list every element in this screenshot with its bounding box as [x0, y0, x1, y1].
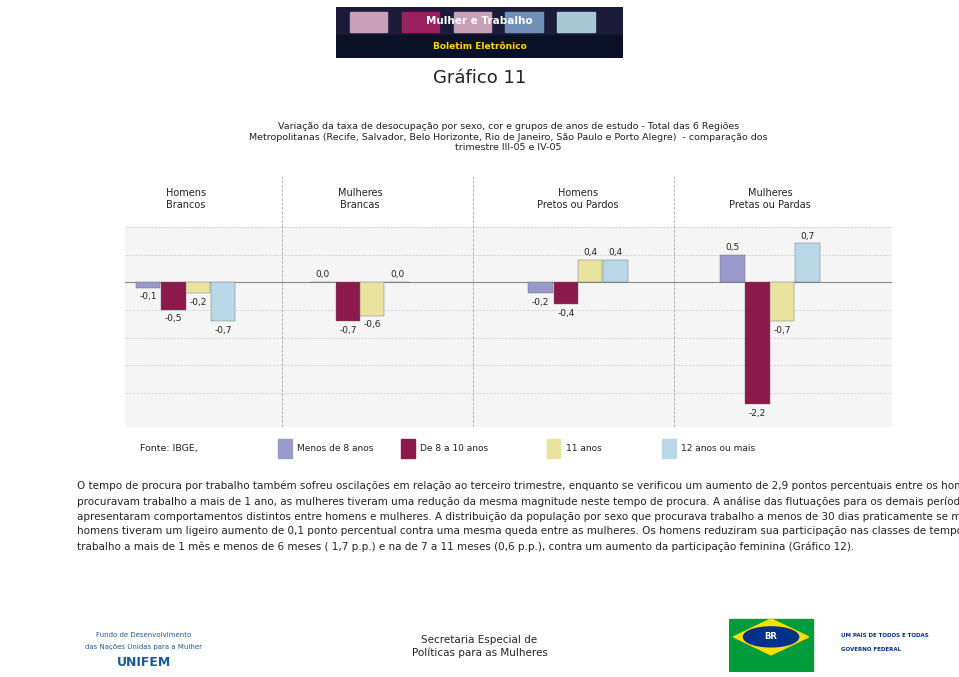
- Bar: [336, 35, 623, 58]
- Text: Secretaria Especial de
Políticas para as Mulheres: Secretaria Especial de Políticas para as…: [411, 636, 548, 657]
- Bar: [278, 439, 292, 458]
- Text: das Nações Unidas para a Mulher: das Nações Unidas para a Mulher: [85, 645, 202, 651]
- Bar: [360, 282, 385, 315]
- Text: BR: BR: [764, 632, 778, 641]
- Text: 11 anos: 11 anos: [566, 444, 601, 453]
- Text: Fonte: IBGE,: Fonte: IBGE,: [140, 444, 198, 453]
- Bar: [770, 282, 794, 321]
- Text: Mulheres
Pretas ou Pardas: Mulheres Pretas ou Pardas: [729, 188, 810, 210]
- Text: O tempo de procura por trabalho também sofreu oscilações em relação ao terceiro : O tempo de procura por trabalho também s…: [77, 481, 959, 552]
- Circle shape: [743, 627, 799, 647]
- Text: 0,0: 0,0: [316, 271, 330, 280]
- Text: -0,7: -0,7: [339, 326, 357, 334]
- Text: -0,1: -0,1: [139, 292, 157, 301]
- Text: Fundo de Desenvolvimento: Fundo de Desenvolvimento: [96, 632, 192, 638]
- Bar: [603, 260, 628, 282]
- Text: -0,7: -0,7: [773, 326, 791, 334]
- Text: 0,0: 0,0: [390, 271, 405, 280]
- Bar: [350, 12, 387, 32]
- Text: -0,2: -0,2: [532, 298, 550, 307]
- Bar: [720, 255, 744, 282]
- Text: UNIFEM: UNIFEM: [117, 656, 171, 669]
- Bar: [186, 282, 210, 293]
- Text: -0,6: -0,6: [363, 320, 381, 329]
- Bar: [528, 282, 552, 293]
- Bar: [547, 439, 560, 458]
- Bar: [662, 439, 675, 458]
- Bar: [729, 619, 813, 655]
- Text: -2,2: -2,2: [749, 409, 766, 418]
- Text: UM PAÍS DE TODOS E TODAS: UM PAÍS DE TODOS E TODAS: [841, 633, 928, 638]
- Text: Variação da taxa de desocupação por sexo, cor e grupos de anos de estudo - Total: Variação da taxa de desocupação por sexo…: [249, 122, 767, 152]
- Bar: [336, 282, 360, 321]
- Bar: [336, 7, 623, 35]
- Bar: [505, 12, 543, 32]
- Text: GOVERNO FEDERAL: GOVERNO FEDERAL: [841, 647, 901, 652]
- Bar: [402, 12, 439, 32]
- Bar: [211, 282, 235, 321]
- Text: 0,5: 0,5: [725, 243, 739, 252]
- Bar: [136, 282, 160, 288]
- Bar: [161, 282, 186, 310]
- Bar: [401, 439, 414, 458]
- Text: -0,5: -0,5: [165, 314, 182, 324]
- Text: -0,7: -0,7: [215, 326, 232, 334]
- Text: Menos de 8 anos: Menos de 8 anos: [297, 444, 374, 453]
- Text: Homens
Pretos ou Pardos: Homens Pretos ou Pardos: [537, 188, 619, 210]
- Text: 0,4: 0,4: [583, 248, 597, 257]
- Bar: [578, 260, 602, 282]
- Text: -0,2: -0,2: [189, 298, 206, 307]
- Bar: [557, 12, 595, 32]
- Bar: [745, 282, 770, 404]
- Bar: [729, 655, 813, 672]
- Bar: [795, 244, 820, 282]
- Text: -0,4: -0,4: [557, 309, 574, 318]
- Text: Mulher e Trabalho: Mulher e Trabalho: [426, 16, 533, 26]
- Text: Homens
Brancos: Homens Brancos: [166, 188, 206, 210]
- Text: De 8 a 10 anos: De 8 a 10 anos: [420, 444, 488, 453]
- Text: 12 anos ou mais: 12 anos ou mais: [681, 444, 755, 453]
- Text: Boletim Eletrônico: Boletim Eletrônico: [433, 42, 526, 51]
- Text: Gráfico 11: Gráfico 11: [433, 69, 526, 87]
- Bar: [553, 282, 578, 305]
- Bar: [454, 12, 491, 32]
- Text: 0,7: 0,7: [800, 232, 814, 240]
- Polygon shape: [734, 619, 808, 655]
- Text: 0,4: 0,4: [608, 248, 622, 257]
- Text: Mulheres
Brancas: Mulheres Brancas: [338, 188, 383, 210]
